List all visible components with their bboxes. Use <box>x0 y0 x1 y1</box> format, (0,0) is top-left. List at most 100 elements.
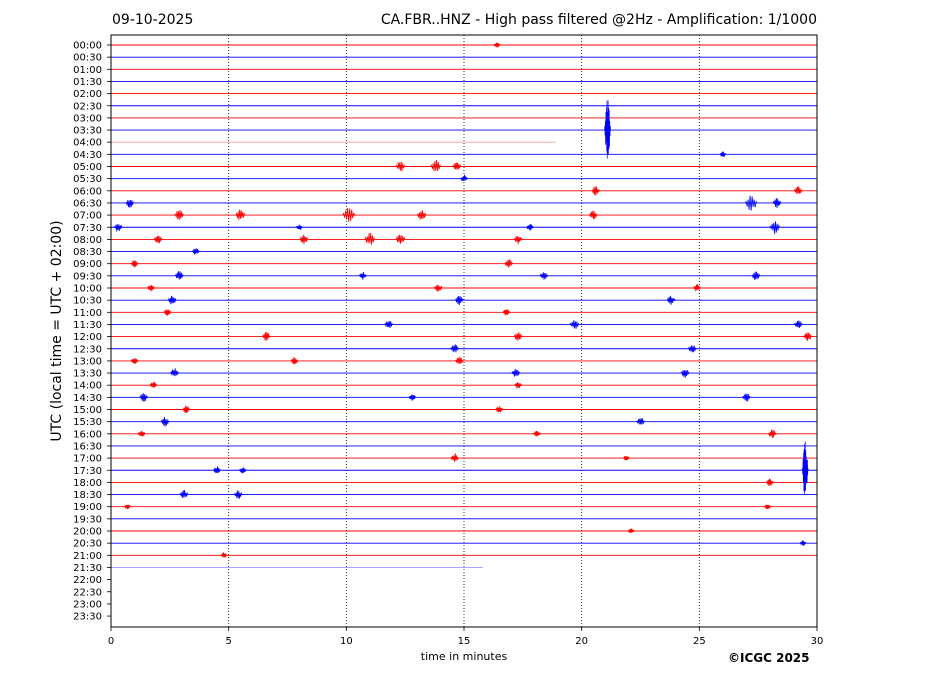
y-tick-label: 06:00 <box>73 186 102 197</box>
chart-title: CA.FBR..HNZ - High pass filtered @2Hz - … <box>380 12 817 28</box>
y-tick-label: 10:30 <box>73 296 102 307</box>
event-burst <box>764 504 771 510</box>
event-burst <box>693 284 701 292</box>
event-burst <box>433 285 443 293</box>
event-burst <box>395 161 406 172</box>
y-tick-label: 14:00 <box>73 381 102 392</box>
y-tick-label: 03:00 <box>73 113 102 124</box>
event-burst <box>213 466 221 474</box>
event-burst <box>801 441 809 495</box>
y-tick-label: 05:00 <box>73 162 102 173</box>
y-tick-label: 09:30 <box>73 271 102 282</box>
y-tick-label: 11:00 <box>73 308 102 319</box>
event-burst <box>604 100 611 159</box>
event-burst <box>299 234 309 245</box>
event-burst <box>113 224 123 232</box>
y-tick-label: 12:00 <box>73 332 102 343</box>
event-burst <box>238 467 247 474</box>
event-burst <box>768 429 777 439</box>
event-burst <box>539 272 549 280</box>
y-tick-label: 02:00 <box>73 89 102 100</box>
y-tick-label: 20:30 <box>73 539 102 550</box>
event-burst <box>495 406 504 413</box>
y-tick-label: 01:00 <box>73 65 102 76</box>
y-tick-label: 02:30 <box>73 101 102 112</box>
y-axis-label: UTC (local time = UTC + 02:00) <box>49 220 65 442</box>
event-burst <box>666 295 676 305</box>
y-tick-label: 21:30 <box>73 563 102 574</box>
event-layer <box>113 42 812 558</box>
y-tick-label: 21:00 <box>73 551 102 562</box>
event-burst <box>149 381 158 388</box>
event-burst <box>358 272 367 280</box>
event-burst <box>636 418 645 425</box>
event-burst <box>295 224 303 230</box>
y-tick-label: 10:00 <box>73 284 102 295</box>
y-tick-label: 08:30 <box>73 247 102 258</box>
event-burst <box>742 393 751 402</box>
x-tick-label: 25 <box>693 636 706 647</box>
event-burst <box>799 540 807 546</box>
y-tick-label: 11:30 <box>73 320 102 331</box>
x-tick-label: 15 <box>458 636 471 647</box>
y-tick-label: 00:00 <box>73 41 102 52</box>
event-burst <box>235 209 246 220</box>
y-tick-label: 04:30 <box>73 150 102 161</box>
y-tick-label: 00:30 <box>73 53 102 64</box>
event-burst <box>364 232 376 245</box>
x-tick-layer: 0 5 10 15 20 25 30 <box>108 627 823 647</box>
event-burst <box>450 453 459 462</box>
event-burst <box>589 210 598 220</box>
event-burst <box>460 174 468 182</box>
x-tick-label: 20 <box>575 636 588 647</box>
plot-frame <box>110 34 818 628</box>
y-tick-label: 04:00 <box>73 138 102 149</box>
event-burst <box>452 162 462 170</box>
event-burst <box>290 357 299 365</box>
event-burst <box>147 284 155 292</box>
y-tick-label: 22:30 <box>73 587 102 598</box>
event-burst <box>803 332 812 341</box>
y-tick-label: 16:30 <box>73 441 102 452</box>
event-burst <box>591 186 601 196</box>
event-burst <box>191 248 200 255</box>
event-burst <box>174 210 185 220</box>
y-tick-label: 13:30 <box>73 369 102 380</box>
event-burst <box>160 416 170 427</box>
x-tick-label: 5 <box>225 636 231 647</box>
event-burst <box>174 271 184 280</box>
event-burst <box>170 368 179 377</box>
chart-date: 09-10-2025 <box>112 12 194 28</box>
event-burst <box>793 186 803 195</box>
y-tick-label: 13:00 <box>73 356 102 367</box>
grid-layer <box>228 35 700 627</box>
event-burst <box>450 344 459 353</box>
event-burst <box>384 321 394 329</box>
event-burst <box>623 455 630 461</box>
event-burst <box>772 198 782 208</box>
y-tick-label: 15:30 <box>73 417 102 428</box>
event-burst <box>502 309 511 316</box>
trace-layer <box>111 44 817 568</box>
event-burst <box>430 160 442 172</box>
y-tick-label: 08:00 <box>73 235 102 246</box>
event-burst <box>454 356 464 364</box>
event-burst <box>569 320 580 329</box>
event-burst <box>627 528 635 534</box>
y-tick-label: 20:00 <box>73 527 102 538</box>
event-burst <box>751 271 761 280</box>
event-burst <box>454 295 464 306</box>
event-burst <box>124 504 131 510</box>
event-burst <box>342 207 356 222</box>
y-tick-label: 07:00 <box>73 211 102 222</box>
event-burst <box>408 394 417 401</box>
y-tick-label: 17:00 <box>73 454 102 465</box>
event-burst <box>137 431 146 437</box>
event-burst <box>233 490 243 499</box>
event-burst <box>744 195 758 211</box>
event-burst <box>416 210 427 220</box>
event-burst <box>130 358 139 364</box>
event-burst <box>769 221 781 235</box>
